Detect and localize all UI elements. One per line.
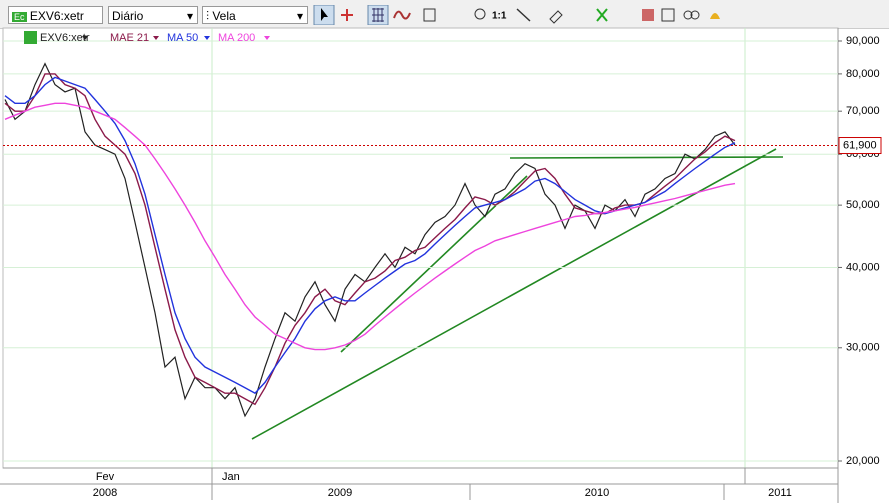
y-tick-label: 40,000	[846, 261, 880, 273]
ma-line	[4, 73, 736, 406]
legend-arrow	[153, 36, 159, 40]
x-year-label: 2011	[768, 487, 792, 499]
x-year-label: 2010	[585, 487, 609, 499]
legend-arrow	[204, 36, 210, 40]
x-year-label: 2008	[93, 487, 117, 499]
tool-icons: 1:1	[313, 5, 720, 25]
zoom-tool[interactable]	[474, 8, 486, 20]
style-text: Vela	[212, 9, 236, 23]
symbol-input[interactable]: Ec EXV6:xetr	[8, 6, 103, 24]
period-select[interactable]: Diário ▾	[108, 6, 198, 24]
legend-entry: MA 50	[167, 32, 198, 44]
fib-tool[interactable]	[596, 8, 608, 22]
crosshair-tool[interactable]	[341, 9, 353, 21]
legend-entry: MA 200	[218, 32, 255, 44]
trend-line	[509, 156, 784, 159]
line-tool[interactable]	[516, 8, 531, 22]
x-month-label: Fev	[96, 471, 115, 483]
ratio-tool[interactable]: 1:1	[492, 11, 507, 22]
y-tick-label: 90,000	[846, 35, 880, 47]
last-price-box	[838, 137, 882, 155]
indicator-tool[interactable]	[393, 10, 411, 20]
x-year-label: 2009	[328, 487, 352, 499]
style-select[interactable]: ⫶ Vela ▾	[202, 6, 308, 24]
y-tick-label: 50,000	[846, 199, 880, 211]
price-line	[4, 62, 736, 418]
y-tick-label: 20,000	[846, 455, 880, 467]
y-tick-label: 70,000	[846, 105, 880, 117]
legend-arrow	[264, 36, 270, 40]
x-month-label: Jan	[222, 471, 240, 483]
legend-icon	[24, 31, 37, 44]
ma-line	[4, 102, 736, 351]
y-tick-label: 30,000	[846, 342, 880, 354]
legend-entry: EXV6:xetr	[40, 32, 90, 44]
layout-tool[interactable]	[642, 9, 654, 21]
eraser-tool[interactable]	[549, 10, 563, 24]
alert-tool[interactable]	[710, 13, 720, 19]
trend-line	[251, 148, 777, 440]
last-price-label: 61,900	[843, 139, 877, 151]
legend-entry: MAE 21	[110, 32, 149, 44]
symbol-text: EXV6:xetr	[29, 9, 84, 23]
info-tool[interactable]	[423, 8, 436, 22]
plot-area	[2, 27, 839, 469]
toolbar: Ec EXV6:xetr Diário ▾ ⫶ Vela ▾ 1:1	[0, 0, 889, 29]
window-tool[interactable]	[661, 8, 675, 22]
y-tick-label: 80,000	[846, 68, 880, 80]
legend-arrow	[82, 36, 88, 40]
period-text: Diário	[112, 9, 144, 23]
